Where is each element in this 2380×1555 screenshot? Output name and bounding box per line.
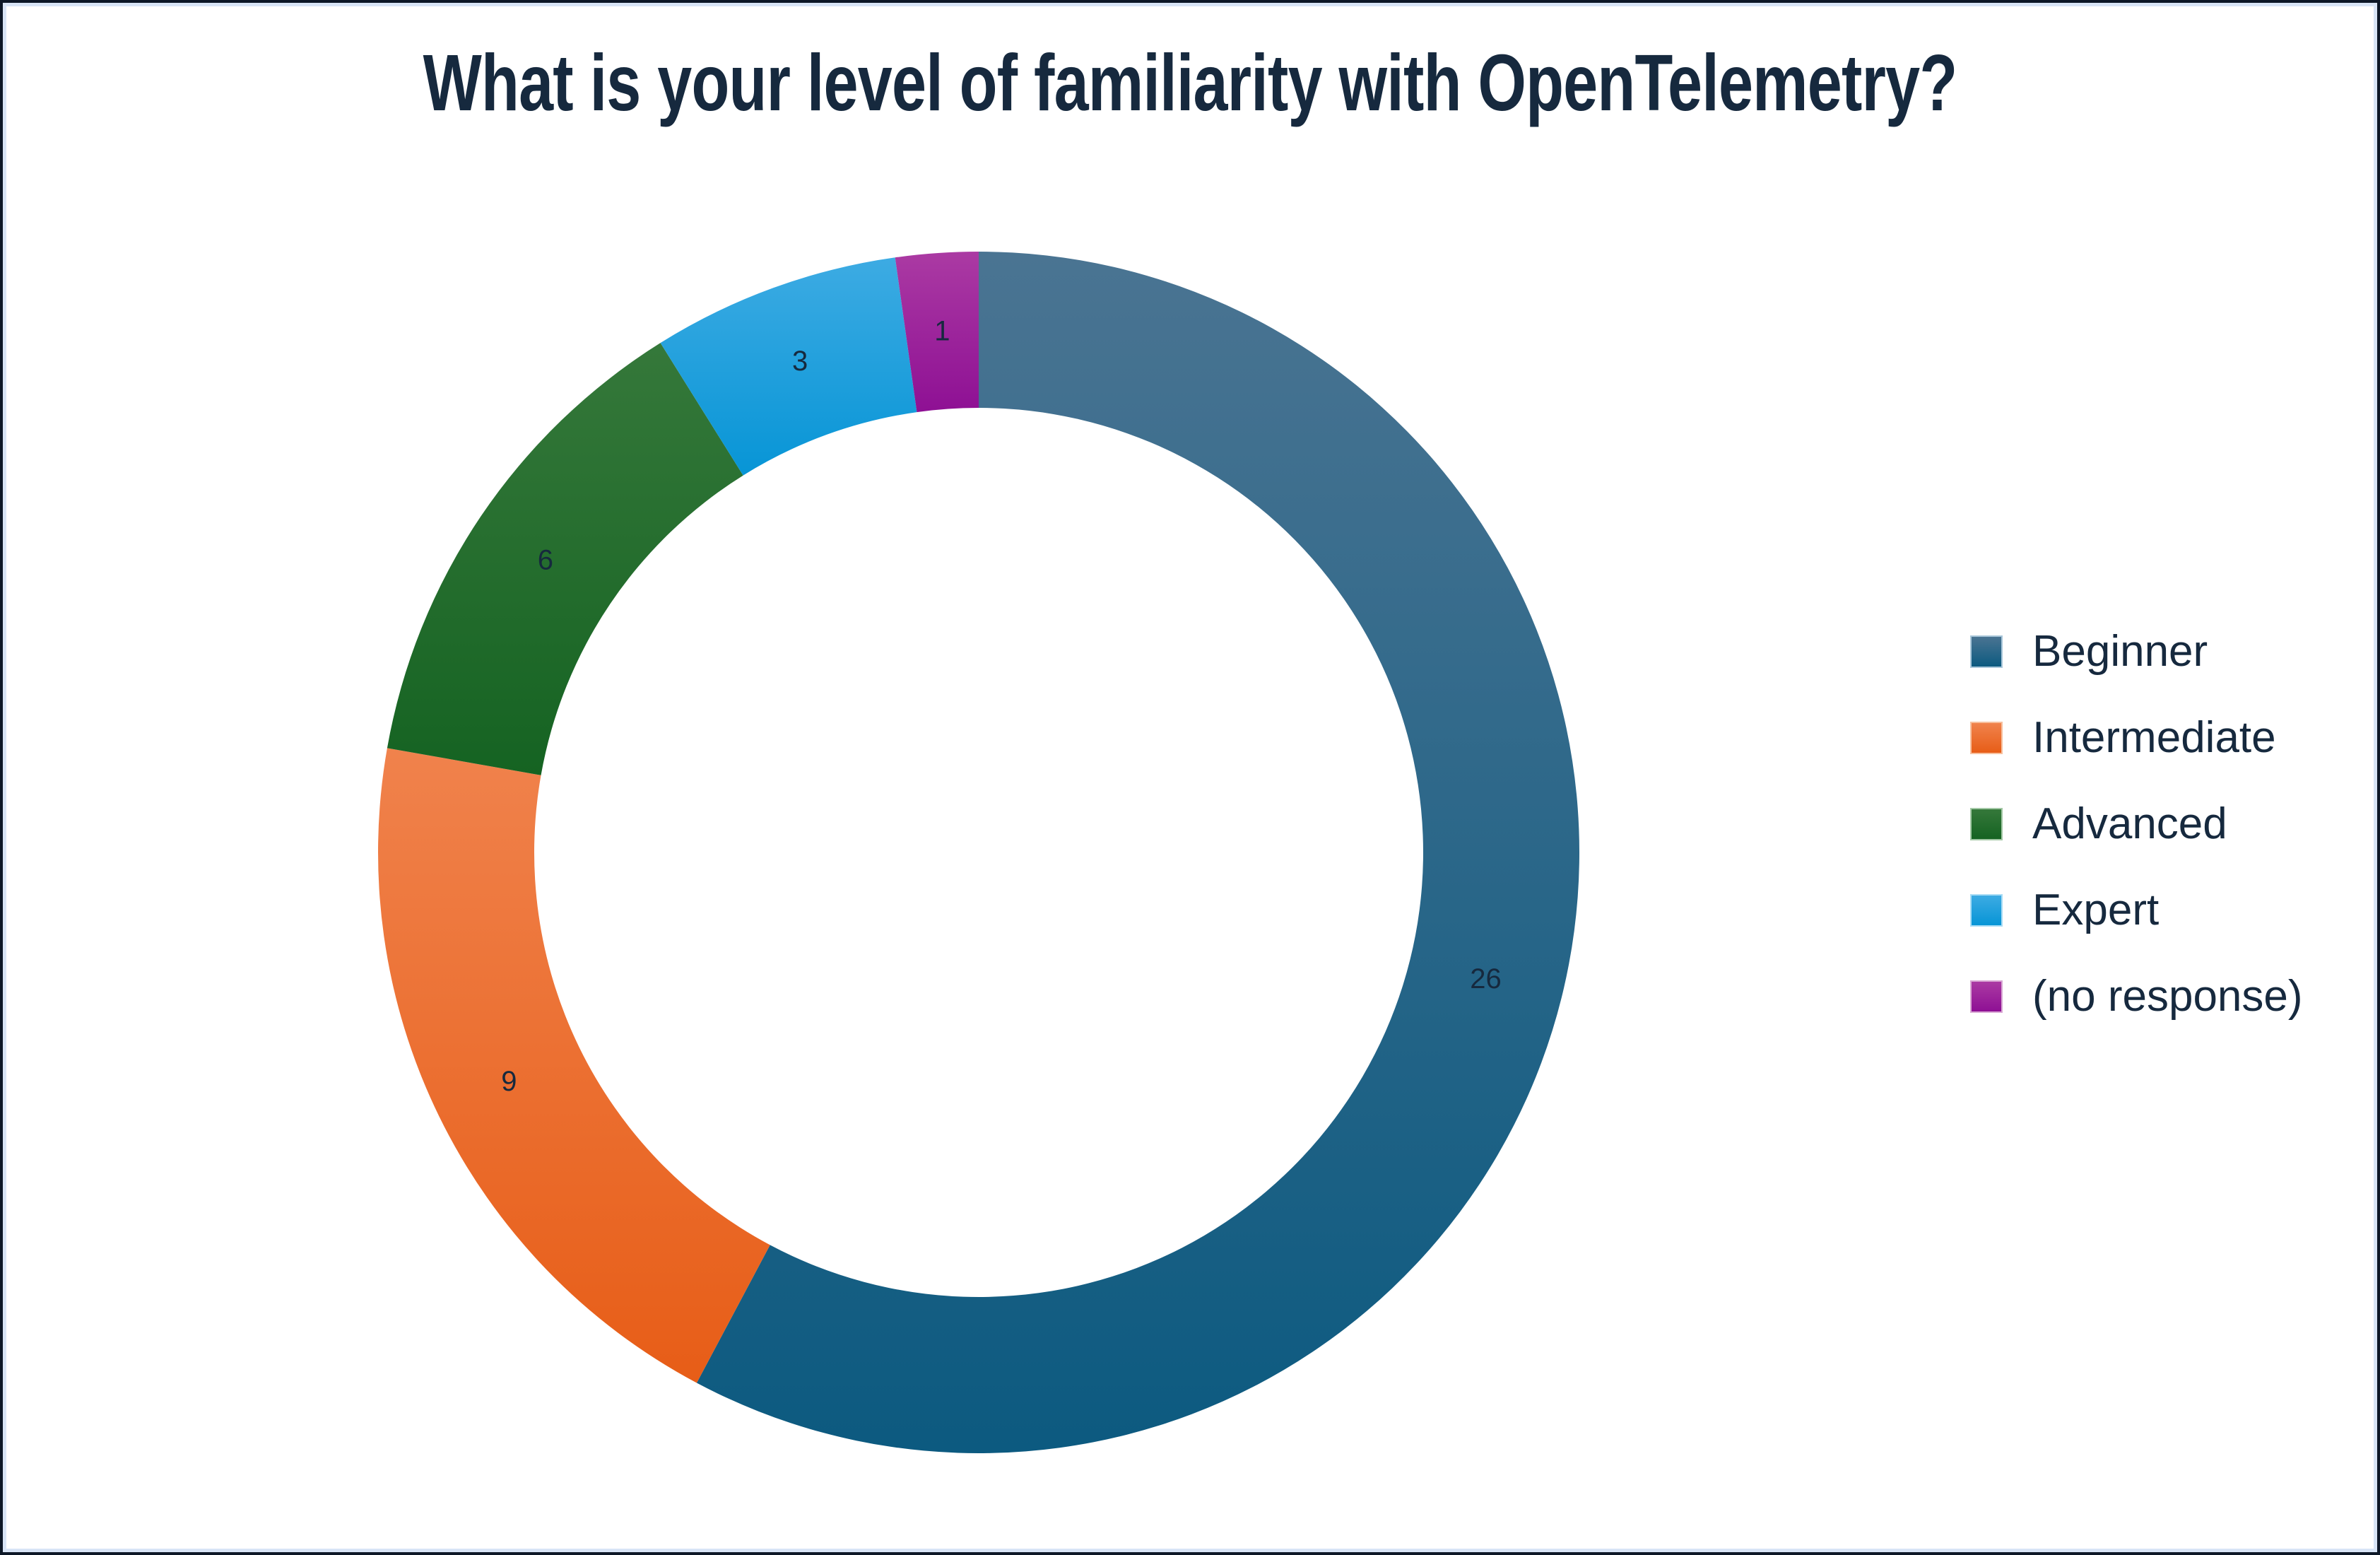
legend-swatch-beginner: [1970, 635, 2003, 668]
data-label-advanced: 6: [538, 544, 553, 575]
legend-swatch-expert: [1970, 894, 2003, 927]
segment-expert: [660, 257, 917, 476]
legend-swatch-advanced: [1970, 808, 2003, 840]
legend-label-no-response: (no response): [2032, 972, 2303, 1021]
legend-label-advanced: Advanced: [2032, 799, 2227, 848]
segment-advanced: [387, 343, 743, 775]
data-label-expert: 3: [792, 346, 808, 377]
legend-swatch-no-response: [1970, 980, 2003, 1013]
legend-item-advanced: Advanced: [1970, 797, 2303, 851]
legend-item-beginner: Beginner: [1970, 625, 2303, 679]
legend-item-intermediate: Intermediate: [1970, 711, 2303, 765]
data-label-beginner: 26: [1470, 963, 1502, 994]
segment-intermediate: [377, 748, 770, 1383]
chart-title: What is your level of familiarity with O…: [423, 38, 1958, 127]
legend-label-beginner: Beginner: [2032, 627, 2208, 676]
segment-no-response: [895, 252, 979, 413]
legend: Beginner Intermediate Advanced Expert (n…: [1970, 625, 2303, 1023]
legend-label-expert: Expert: [2032, 886, 2160, 934]
legend-label-intermediate: Intermediate: [2032, 713, 2276, 762]
legend-swatch-intermediate: [1970, 722, 2003, 754]
segment-beginner: [696, 252, 1579, 1453]
legend-item-no-response: (no response): [1970, 970, 2303, 1023]
data-label-no-response: 1: [934, 315, 950, 346]
legend-item-expert: Expert: [1970, 884, 2303, 937]
data-label-intermediate: 9: [501, 1066, 517, 1097]
